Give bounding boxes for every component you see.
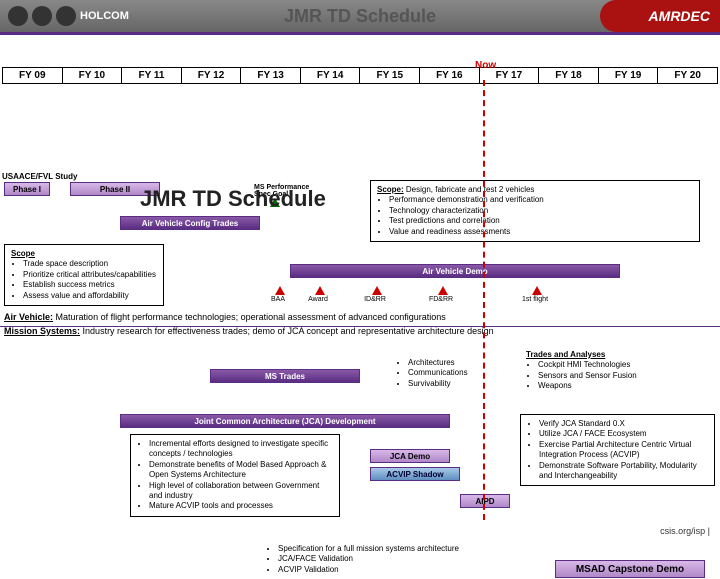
ms-right-a-item: Architectures — [408, 358, 494, 368]
acvip-shadow-bar: ACVIP Shadow — [370, 467, 460, 481]
inner-title: JMR TD Schedule — [140, 186, 326, 212]
logo-holcom — [56, 6, 76, 26]
scope-left-item: Trade space description — [23, 259, 157, 269]
mission-systems-desc: Mission Systems: Industry research for e… — [4, 326, 716, 336]
bottom-spec-item: Specification for a full mission systems… — [278, 544, 504, 554]
jca-dev-bar: Joint Common Architecture (JCA) Developm… — [120, 414, 450, 428]
air-vehicle-demo-bar: Air Vehicle Demo — [290, 264, 620, 278]
year-cell: FY 09 — [3, 68, 63, 83]
milestone-marker — [315, 286, 325, 295]
milestone-label: FD&RR — [423, 296, 459, 303]
bottom-spec-item: ACVIP Validation — [278, 565, 504, 575]
jca-left-item: High level of collaboration between Gove… — [149, 481, 333, 502]
section-divider — [0, 326, 720, 327]
msad-label: MSAD Capstone Demo — [576, 564, 684, 575]
mission-systems-desc-lead: Mission Systems: — [4, 326, 80, 336]
air-vehicle-desc-text: Maturation of flight performance technol… — [56, 312, 446, 322]
ms-right-b-item: Weapons — [538, 381, 704, 391]
year-cell: FY 12 — [182, 68, 242, 83]
air-vehicle-config-label: Air Vehicle Config Trades — [142, 219, 238, 228]
scope-right-item: Technology characterization — [389, 206, 693, 216]
jca-demo-bar: JCA Demo — [370, 449, 450, 463]
air-vehicle-config-bar: Air Vehicle Config Trades — [120, 216, 260, 230]
milestone-label: 1st flight — [517, 296, 553, 303]
scope-right-item: Performance demonstration and verificati… — [389, 195, 693, 205]
year-cell: FY 15 — [360, 68, 420, 83]
ms-right-b-item: Cockpit HMI Technologies — [538, 360, 704, 370]
jca-right-item: Exercise Partial Architecture Centric Vi… — [539, 440, 708, 461]
mission-systems-desc-text: Industry research for effectiveness trad… — [83, 326, 494, 336]
milestone-marker — [532, 286, 542, 295]
ms-right-b-header: Trades and Analyses — [526, 350, 605, 359]
msad-bar: MSAD Capstone Demo — [555, 560, 705, 578]
header-title: JMR TD Schedule — [284, 6, 436, 27]
jca-right-item: Verify JCA Standard 0.X — [539, 419, 708, 429]
aipd-label: AIPD — [475, 497, 494, 506]
milestone-marker — [275, 286, 285, 295]
header-logos — [8, 6, 76, 26]
ms-right-a-item: Survivability — [408, 379, 494, 389]
bottom-spec-box: Specification for a full mission systems… — [260, 540, 510, 579]
logo-shield — [32, 6, 52, 26]
year-cell: FY 18 — [539, 68, 599, 83]
acvip-shadow-label: ACVIP Shadow — [386, 470, 443, 479]
bottom-spec-item: JCA/FACE Validation — [278, 554, 504, 564]
jca-right-item: Demonstrate Software Portability, Modula… — [539, 461, 708, 482]
scope-right-item: Design, fabricate and test 2 vehicles — [406, 185, 535, 194]
timeline-years: FY 09 FY 10 FY 11 FY 12 FY 13 FY 14 FY 1… — [2, 67, 718, 84]
milestone-label: Award — [300, 296, 336, 303]
air-vehicle-desc-lead: Air Vehicle: — [4, 312, 53, 322]
ms-right-a-item: Communications — [408, 368, 494, 378]
header-bar: HOLCOM JMR TD Schedule AMRDEC — [0, 0, 720, 32]
jca-demo-label: JCA Demo — [390, 452, 430, 461]
year-cell: FY 16 — [420, 68, 480, 83]
ms-right-b-item: Sensors and Sensor Fusion — [538, 371, 704, 381]
scope-left-header: Scope — [11, 249, 35, 258]
now-line — [483, 80, 485, 520]
milestone-label: BAA — [260, 296, 296, 303]
jca-left-item: Mature ACVIP tools and processes — [149, 501, 333, 511]
main-area: USAACE/FVL Study Phase I Phase II JMR TD… — [0, 84, 720, 88]
year-cell: FY 20 — [658, 68, 717, 83]
scope-right-box: Scope: Design, fabricate and test 2 vehi… — [370, 180, 700, 242]
phase1-bar: Phase I — [4, 182, 50, 196]
year-cell: FY 11 — [122, 68, 182, 83]
scope-right-header: Scope: — [377, 185, 404, 194]
scope-left-item: Assess value and affordability — [23, 291, 157, 301]
header-brand: HOLCOM — [80, 10, 129, 22]
scope-right-item: Test predictions and correlation — [389, 216, 693, 226]
air-vehicle-demo-label: Air Vehicle Demo — [422, 267, 487, 276]
now-label: Now — [475, 60, 496, 71]
ms-trades-label: MS Trades — [265, 372, 305, 381]
jca-right-box: Verify JCA Standard 0.X Utilize JCA / FA… — [520, 414, 715, 486]
phase2-label: Phase II — [100, 185, 130, 194]
scope-left-box: Scope Trade space description Prioritize… — [4, 244, 164, 306]
phase1-label: Phase I — [13, 185, 41, 194]
year-cell: FY 19 — [599, 68, 659, 83]
study-label: USAACE/FVL Study — [2, 172, 77, 181]
year-cell: FY 10 — [63, 68, 123, 83]
jca-left-item: Demonstrate benefits of Model Based Appr… — [149, 460, 333, 481]
milestone-label: ID&RR — [357, 296, 393, 303]
year-cell: FY 13 — [241, 68, 301, 83]
header-right-brand: AMRDEC — [649, 8, 710, 24]
scope-left-item: Establish success metrics — [23, 280, 157, 290]
footer-text: csis.org/isp | — [660, 526, 710, 536]
ms-trades-bar: MS Trades — [210, 369, 360, 383]
year-cell: FY 14 — [301, 68, 361, 83]
milestone-marker — [372, 286, 382, 295]
aipd-bar: AIPD — [460, 494, 510, 508]
scope-left-item: Prioritize critical attributes/capabilit… — [23, 270, 157, 280]
jca-dev-label: Joint Common Architecture (JCA) Developm… — [194, 417, 375, 426]
ms-right-b-box: Trades and Analyses Cockpit HMI Technolo… — [520, 346, 710, 396]
milestone-marker — [438, 286, 448, 295]
jca-right-item: Utilize JCA / FACE Ecosystem — [539, 429, 708, 439]
jca-left-box: Incremental efforts designed to investig… — [130, 434, 340, 517]
air-vehicle-desc: Air Vehicle: Maturation of flight perfor… — [4, 312, 716, 322]
logo-army — [8, 6, 28, 26]
scope-right-item: Value and readiness assessments — [389, 227, 693, 237]
jca-left-item: Incremental efforts designed to investig… — [149, 439, 333, 460]
